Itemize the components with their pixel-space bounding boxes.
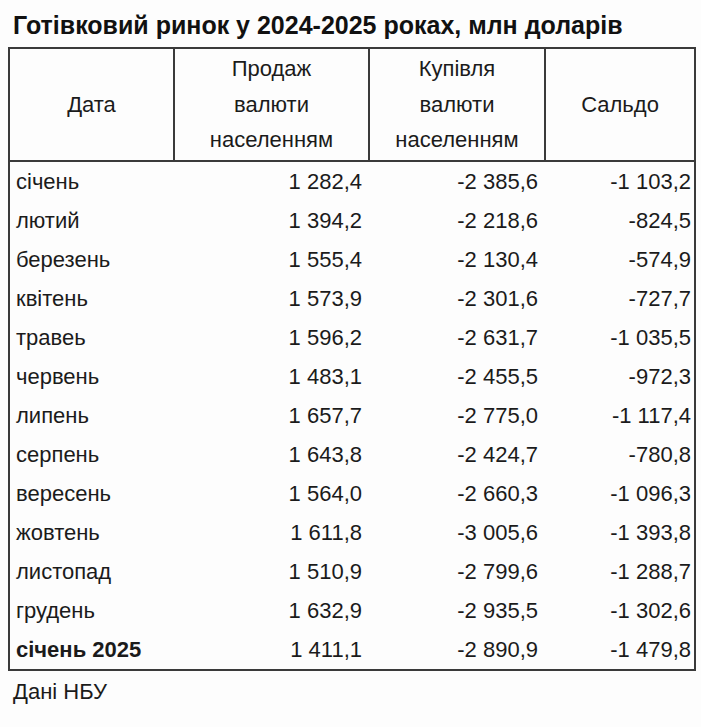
table-row: жовтень1 611,8-3 005,6-1 393,8	[9, 513, 695, 552]
month-cell: серпень	[9, 435, 174, 474]
buy-cell: -2 631,7	[369, 318, 545, 357]
sell-cell: 1 611,8	[174, 513, 369, 552]
month-cell: березень	[9, 240, 174, 279]
month-cell: квітень	[9, 279, 174, 318]
table-row: січень 20251 411,1-2 890,9-1 479,8	[9, 630, 695, 670]
saldo-cell: -1 035,5	[545, 318, 695, 357]
saldo-cell: -1 479,8	[545, 630, 695, 670]
month-cell: січень 2025	[9, 630, 174, 670]
month-cell: вересень	[9, 474, 174, 513]
saldo-cell: -1 103,2	[545, 161, 695, 201]
col-header-sell: Продаж валюти населенням	[174, 48, 369, 161]
month-cell: травеь	[9, 318, 174, 357]
buy-cell: -2 775,0	[369, 396, 545, 435]
sell-cell: 1 483,1	[174, 357, 369, 396]
buy-cell: -2 424,7	[369, 435, 545, 474]
table-row: грудень1 632,9-2 935,5-1 302,6	[9, 591, 695, 630]
sell-cell: 1 510,9	[174, 552, 369, 591]
col-header-buy: Купівля валюти населенням	[369, 48, 545, 161]
month-cell: листопад	[9, 552, 174, 591]
buy-cell: -2 301,6	[369, 279, 545, 318]
table-row: липень1 657,7-2 775,0-1 117,4	[9, 396, 695, 435]
sell-cell: 1 411,1	[174, 630, 369, 670]
saldo-cell: -1 288,7	[545, 552, 695, 591]
month-cell: січень	[9, 161, 174, 201]
month-cell: липень	[9, 396, 174, 435]
sell-cell: 1 394,2	[174, 201, 369, 240]
sell-cell: 1 555,4	[174, 240, 369, 279]
table-row: серпень1 643,8-2 424,7-780,8	[9, 435, 695, 474]
buy-cell: -2 890,9	[369, 630, 545, 670]
table-row: листопад1 510,9-2 799,6-1 288,7	[9, 552, 695, 591]
table-row: квітень1 573,9-2 301,6-727,7	[9, 279, 695, 318]
saldo-cell: -972,3	[545, 357, 695, 396]
saldo-cell: -1 117,4	[545, 396, 695, 435]
saldo-cell: -727,7	[545, 279, 695, 318]
buy-cell: -2 130,4	[369, 240, 545, 279]
page: Готівковий ринок у 2024-2025 роках, млн …	[0, 11, 701, 727]
col-header-saldo: Сальдо	[545, 48, 695, 161]
buy-cell: -2 935,5	[369, 591, 545, 630]
table-row: березень1 555,4-2 130,4-574,9	[9, 240, 695, 279]
cash-market-table: Дата Продаж валюти населенням Купівля ва…	[8, 47, 696, 671]
table-row: травеь1 596,2-2 631,7-1 035,5	[9, 318, 695, 357]
sell-cell: 1 282,4	[174, 161, 369, 201]
month-cell: жовтень	[9, 513, 174, 552]
saldo-cell: -1 302,6	[545, 591, 695, 630]
sell-cell: 1 632,9	[174, 591, 369, 630]
table-row: січень1 282,4-2 385,6-1 103,2	[9, 161, 695, 201]
buy-cell: -2 799,6	[369, 552, 545, 591]
col-header-date: Дата	[9, 48, 174, 161]
sell-cell: 1 596,2	[174, 318, 369, 357]
table-row: вересень1 564,0-2 660,3-1 096,3	[9, 474, 695, 513]
buy-cell: -3 005,6	[369, 513, 545, 552]
sell-cell: 1 564,0	[174, 474, 369, 513]
saldo-cell: -1 096,3	[545, 474, 695, 513]
page-title: Готівковий ринок у 2024-2025 роках, млн …	[13, 11, 701, 40]
saldo-cell: -1 393,8	[545, 513, 695, 552]
saldo-cell: -574,9	[545, 240, 695, 279]
sell-cell: 1 643,8	[174, 435, 369, 474]
saldo-cell: -824,5	[545, 201, 695, 240]
buy-cell: -2 385,6	[369, 161, 545, 201]
month-cell: червень	[9, 357, 174, 396]
table-row: лютий1 394,2-2 218,6-824,5	[9, 201, 695, 240]
buy-cell: -2 455,5	[369, 357, 545, 396]
saldo-cell: -780,8	[545, 435, 695, 474]
table-row: червень1 483,1-2 455,5-972,3	[9, 357, 695, 396]
source-note: Дані НБУ	[13, 679, 701, 705]
month-cell: лютий	[9, 201, 174, 240]
sell-cell: 1 573,9	[174, 279, 369, 318]
buy-cell: -2 218,6	[369, 201, 545, 240]
month-cell: грудень	[9, 591, 174, 630]
header-row: Дата Продаж валюти населенням Купівля ва…	[9, 48, 695, 161]
buy-cell: -2 660,3	[369, 474, 545, 513]
sell-cell: 1 657,7	[174, 396, 369, 435]
table-body: січень1 282,4-2 385,6-1 103,2лютий1 394,…	[9, 161, 695, 670]
